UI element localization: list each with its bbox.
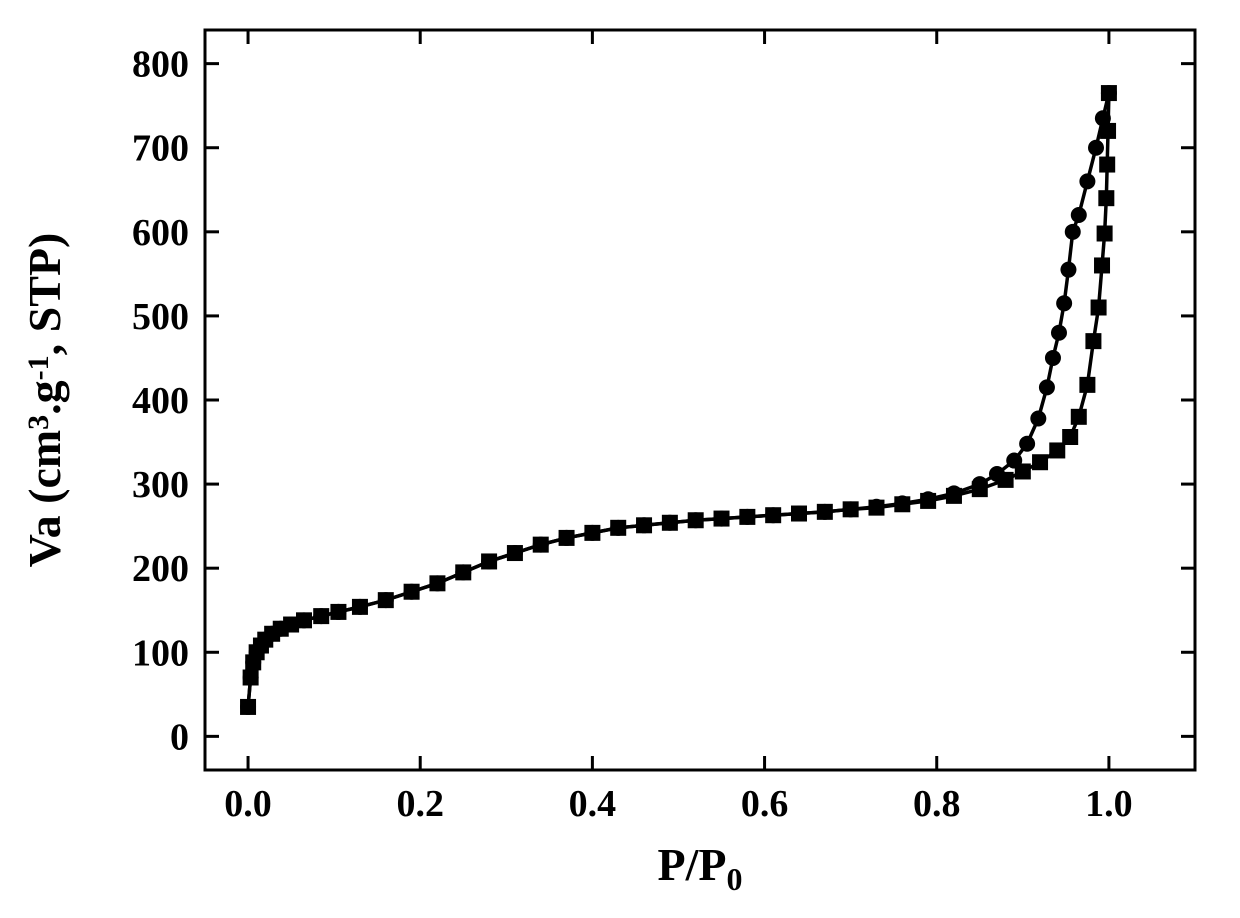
- marker-circle: [1095, 110, 1111, 126]
- marker-circle: [636, 517, 652, 533]
- marker-circle: [662, 515, 678, 531]
- marker-circle: [559, 530, 575, 546]
- isotherm-chart: 0.0 0.2 0.4 0.6 0.8 1.0 0 100 200 300 400 500 600 700…: [0, 0, 1240, 918]
- marker-circle: [1071, 207, 1087, 223]
- marker-square: [1094, 257, 1110, 273]
- marker-circle: [481, 553, 497, 569]
- x-tick-label: 0.6: [741, 783, 789, 825]
- marker-circle: [507, 545, 523, 561]
- marker-circle: [1079, 173, 1095, 189]
- y-tick-label: 0: [170, 716, 189, 758]
- marker-circle: [584, 525, 600, 541]
- marker-circle: [1039, 379, 1055, 395]
- marker-circle: [1030, 411, 1046, 427]
- x-tick-label: 0.4: [569, 783, 617, 825]
- chart-svg: 0.0 0.2 0.4 0.6 0.8 1.0 0 100 200 300 400 500 600 700…: [0, 0, 1240, 918]
- marker-circle: [243, 670, 259, 686]
- marker-circle: [455, 564, 471, 580]
- marker-square: [1097, 226, 1113, 242]
- marker-circle: [1045, 350, 1061, 366]
- y-tick-label: 500: [132, 296, 189, 338]
- marker-circle: [1051, 325, 1067, 341]
- marker-circle: [352, 599, 368, 615]
- marker-circle: [1065, 224, 1081, 240]
- marker-circle: [1088, 140, 1104, 156]
- marker-square: [1098, 190, 1114, 206]
- marker-circle: [714, 511, 730, 527]
- y-tick-label: 100: [132, 632, 189, 674]
- marker-circle: [240, 699, 256, 715]
- marker-circle: [1056, 295, 1072, 311]
- y-tick-label: 600: [132, 212, 189, 254]
- marker-circle: [791, 506, 807, 522]
- marker-circle: [533, 537, 549, 553]
- marker-circle: [868, 499, 884, 515]
- y-axis-title: Va (cm3.g-1, STP): [19, 233, 70, 568]
- marker-circle: [1101, 85, 1117, 101]
- marker-square: [1085, 333, 1101, 349]
- y-tick-label: 400: [132, 380, 189, 422]
- marker-circle: [972, 476, 988, 492]
- marker-square: [1071, 409, 1087, 425]
- marker-circle: [313, 608, 329, 624]
- x-tick-label: 1.0: [1085, 783, 1133, 825]
- marker-circle: [610, 520, 626, 536]
- marker-square: [1032, 454, 1048, 470]
- x-tick-label: 0.0: [224, 783, 272, 825]
- y-tick-label: 800: [132, 44, 189, 86]
- marker-square: [1079, 377, 1095, 393]
- x-tick-label: 0.8: [913, 783, 961, 825]
- marker-circle: [688, 512, 704, 528]
- marker-circle: [765, 507, 781, 523]
- marker-circle: [817, 504, 833, 520]
- marker-square: [1099, 157, 1115, 173]
- marker-square: [1062, 429, 1078, 445]
- y-tick-label: 300: [132, 464, 189, 506]
- marker-circle: [894, 495, 910, 511]
- marker-circle: [989, 466, 1005, 482]
- marker-circle: [1060, 262, 1076, 278]
- marker-circle: [330, 604, 346, 620]
- marker-circle: [739, 509, 755, 525]
- marker-circle: [843, 501, 859, 517]
- y-tick-label: 200: [132, 548, 189, 590]
- marker-circle: [404, 584, 420, 600]
- marker-circle: [946, 485, 962, 501]
- marker-circle: [920, 491, 936, 507]
- marker-circle: [296, 612, 312, 628]
- marker-circle: [1006, 453, 1022, 469]
- marker-circle: [378, 592, 394, 608]
- marker-square: [1091, 300, 1107, 316]
- marker-circle: [429, 575, 445, 591]
- y-tick-label: 700: [132, 128, 189, 170]
- marker-circle: [1019, 436, 1035, 452]
- x-tick-label: 0.2: [396, 783, 444, 825]
